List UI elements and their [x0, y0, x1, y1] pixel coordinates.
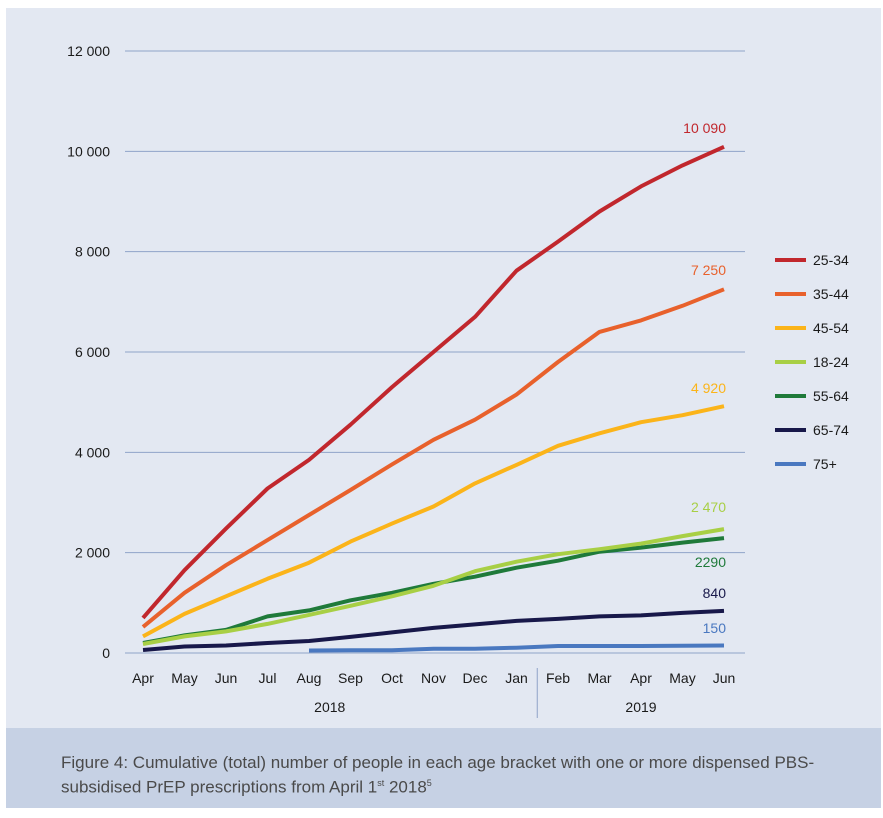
x-tick-label: Jun [215, 670, 238, 686]
legend-label-35-44: 35-44 [813, 286, 849, 302]
caption-panel [6, 728, 881, 808]
end-labels: 10 090 7 250 4 920 2 470 2290 840 150 [683, 120, 726, 636]
legend: 25-34 35-44 45-54 18-24 55-64 65-74 75+ [775, 252, 849, 472]
legend-label-18-24: 18-24 [813, 354, 849, 370]
x-tick-label: Apr [630, 670, 652, 686]
y-tick-label: 6 000 [75, 344, 110, 360]
x-tick-label: Oct [381, 670, 403, 686]
x-tick-label: Sep [338, 670, 363, 686]
end-label-55-64: 2290 [695, 554, 726, 570]
x-tick-label: May [171, 670, 197, 686]
end-label-75+: 150 [703, 620, 727, 636]
series-line-75+ [308, 643, 725, 653]
x-tick-label: Apr [132, 670, 154, 686]
line-chart: 0 2 000 4 000 6 000 8 000 10 000 12 000 Apr May… [67, 43, 849, 718]
end-label-25-34: 10 090 [683, 120, 726, 136]
legend-label-45-54: 45-54 [813, 320, 849, 336]
gridlines [125, 50, 745, 654]
x-tick-label: Nov [421, 670, 446, 686]
y-tick-label: 2 000 [75, 545, 110, 561]
legend-label-75+: 75+ [813, 456, 837, 472]
series-line-35-44 [141, 287, 725, 629]
year-group-label: 2019 [625, 699, 656, 715]
x-tick-label: May [669, 670, 695, 686]
series-line-45-54 [142, 404, 725, 639]
series-lines [141, 144, 725, 653]
y-axis-ticks: 0 2 000 4 000 6 000 8 000 10 000 12 000 [67, 43, 110, 661]
x-tick-label: Jun [713, 670, 736, 686]
end-label-35-44: 7 250 [691, 262, 726, 278]
x-axis-ticks: Apr May Jun Jul Aug Sep Oct Nov Dec Jan Feb Mar Apr M… [132, 668, 735, 718]
y-tick-label: 0 [102, 645, 110, 661]
series-line-65-74 [142, 608, 725, 652]
legend-label-65-74: 65-74 [813, 422, 849, 438]
x-tick-label: Mar [587, 670, 611, 686]
legend-label-25-34: 25-34 [813, 252, 849, 268]
end-label-65-74: 840 [703, 585, 727, 601]
x-tick-label: Jan [505, 670, 528, 686]
x-tick-label: Feb [546, 670, 570, 686]
figure-caption: Figure 4: Cumulative (total) number of p… [61, 753, 815, 797]
x-tick-label: Jul [259, 670, 277, 686]
legend-label-55-64: 55-64 [813, 388, 849, 404]
end-label-18-24: 2 470 [691, 499, 726, 515]
y-tick-label: 4 000 [75, 444, 110, 460]
end-label-45-54: 4 920 [691, 380, 726, 396]
x-tick-label: Aug [297, 670, 322, 686]
y-tick-label: 10 000 [67, 143, 110, 159]
y-tick-label: 12 000 [67, 43, 110, 59]
y-tick-label: 8 000 [75, 244, 110, 260]
x-tick-label: Dec [463, 670, 488, 686]
series-line-25-34 [141, 144, 725, 620]
year-group-label: 2018 [314, 699, 345, 715]
series-line-18-24 [142, 527, 725, 646]
